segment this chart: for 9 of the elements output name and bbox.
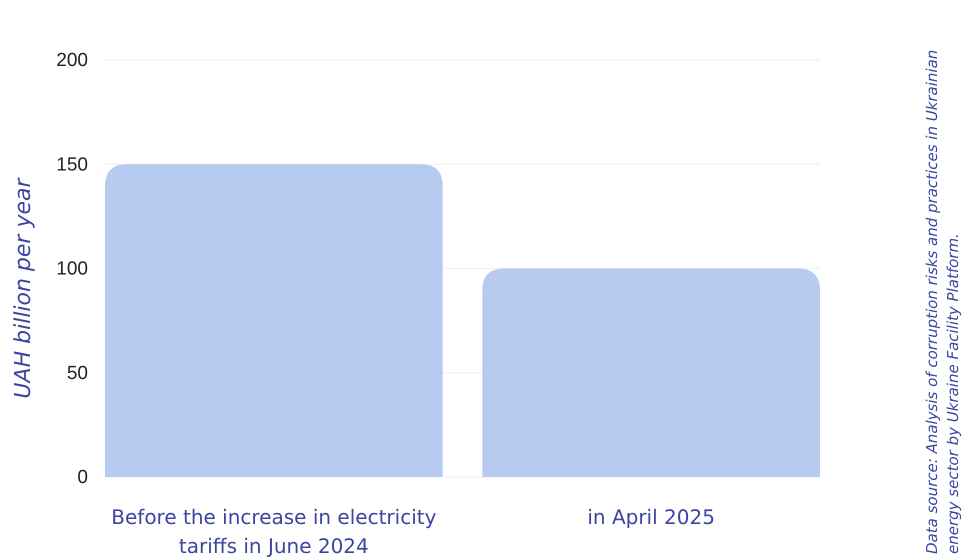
y-axis-title: UAH billion per year xyxy=(11,176,36,399)
x-tick-label: in April 2025 xyxy=(587,505,715,529)
x-tick-label: Before the increase in electricity tariffs in June 2024 xyxy=(111,505,437,558)
y-tick-label: 50 xyxy=(66,362,88,384)
source-note: Data source: Analysis of corruption risks and practices in Ukrainian energy sector by Ukraine Facility Platform. xyxy=(923,50,962,554)
y-tick-label: 150 xyxy=(56,154,88,176)
y-tick-label: 200 xyxy=(56,50,88,72)
y-tick-label: 100 xyxy=(56,258,88,280)
y-tick-label: 0 xyxy=(77,467,88,488)
